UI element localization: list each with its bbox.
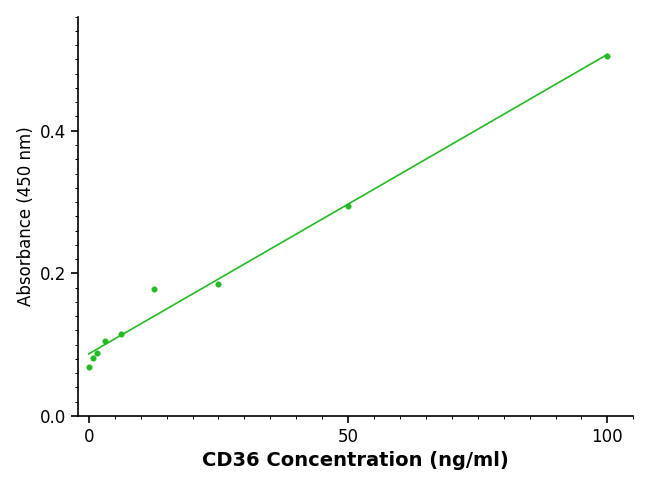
X-axis label: CD36 Concentration (ng/ml): CD36 Concentration (ng/ml) <box>203 451 509 470</box>
Y-axis label: Absorbance (450 nm): Absorbance (450 nm) <box>17 127 34 306</box>
